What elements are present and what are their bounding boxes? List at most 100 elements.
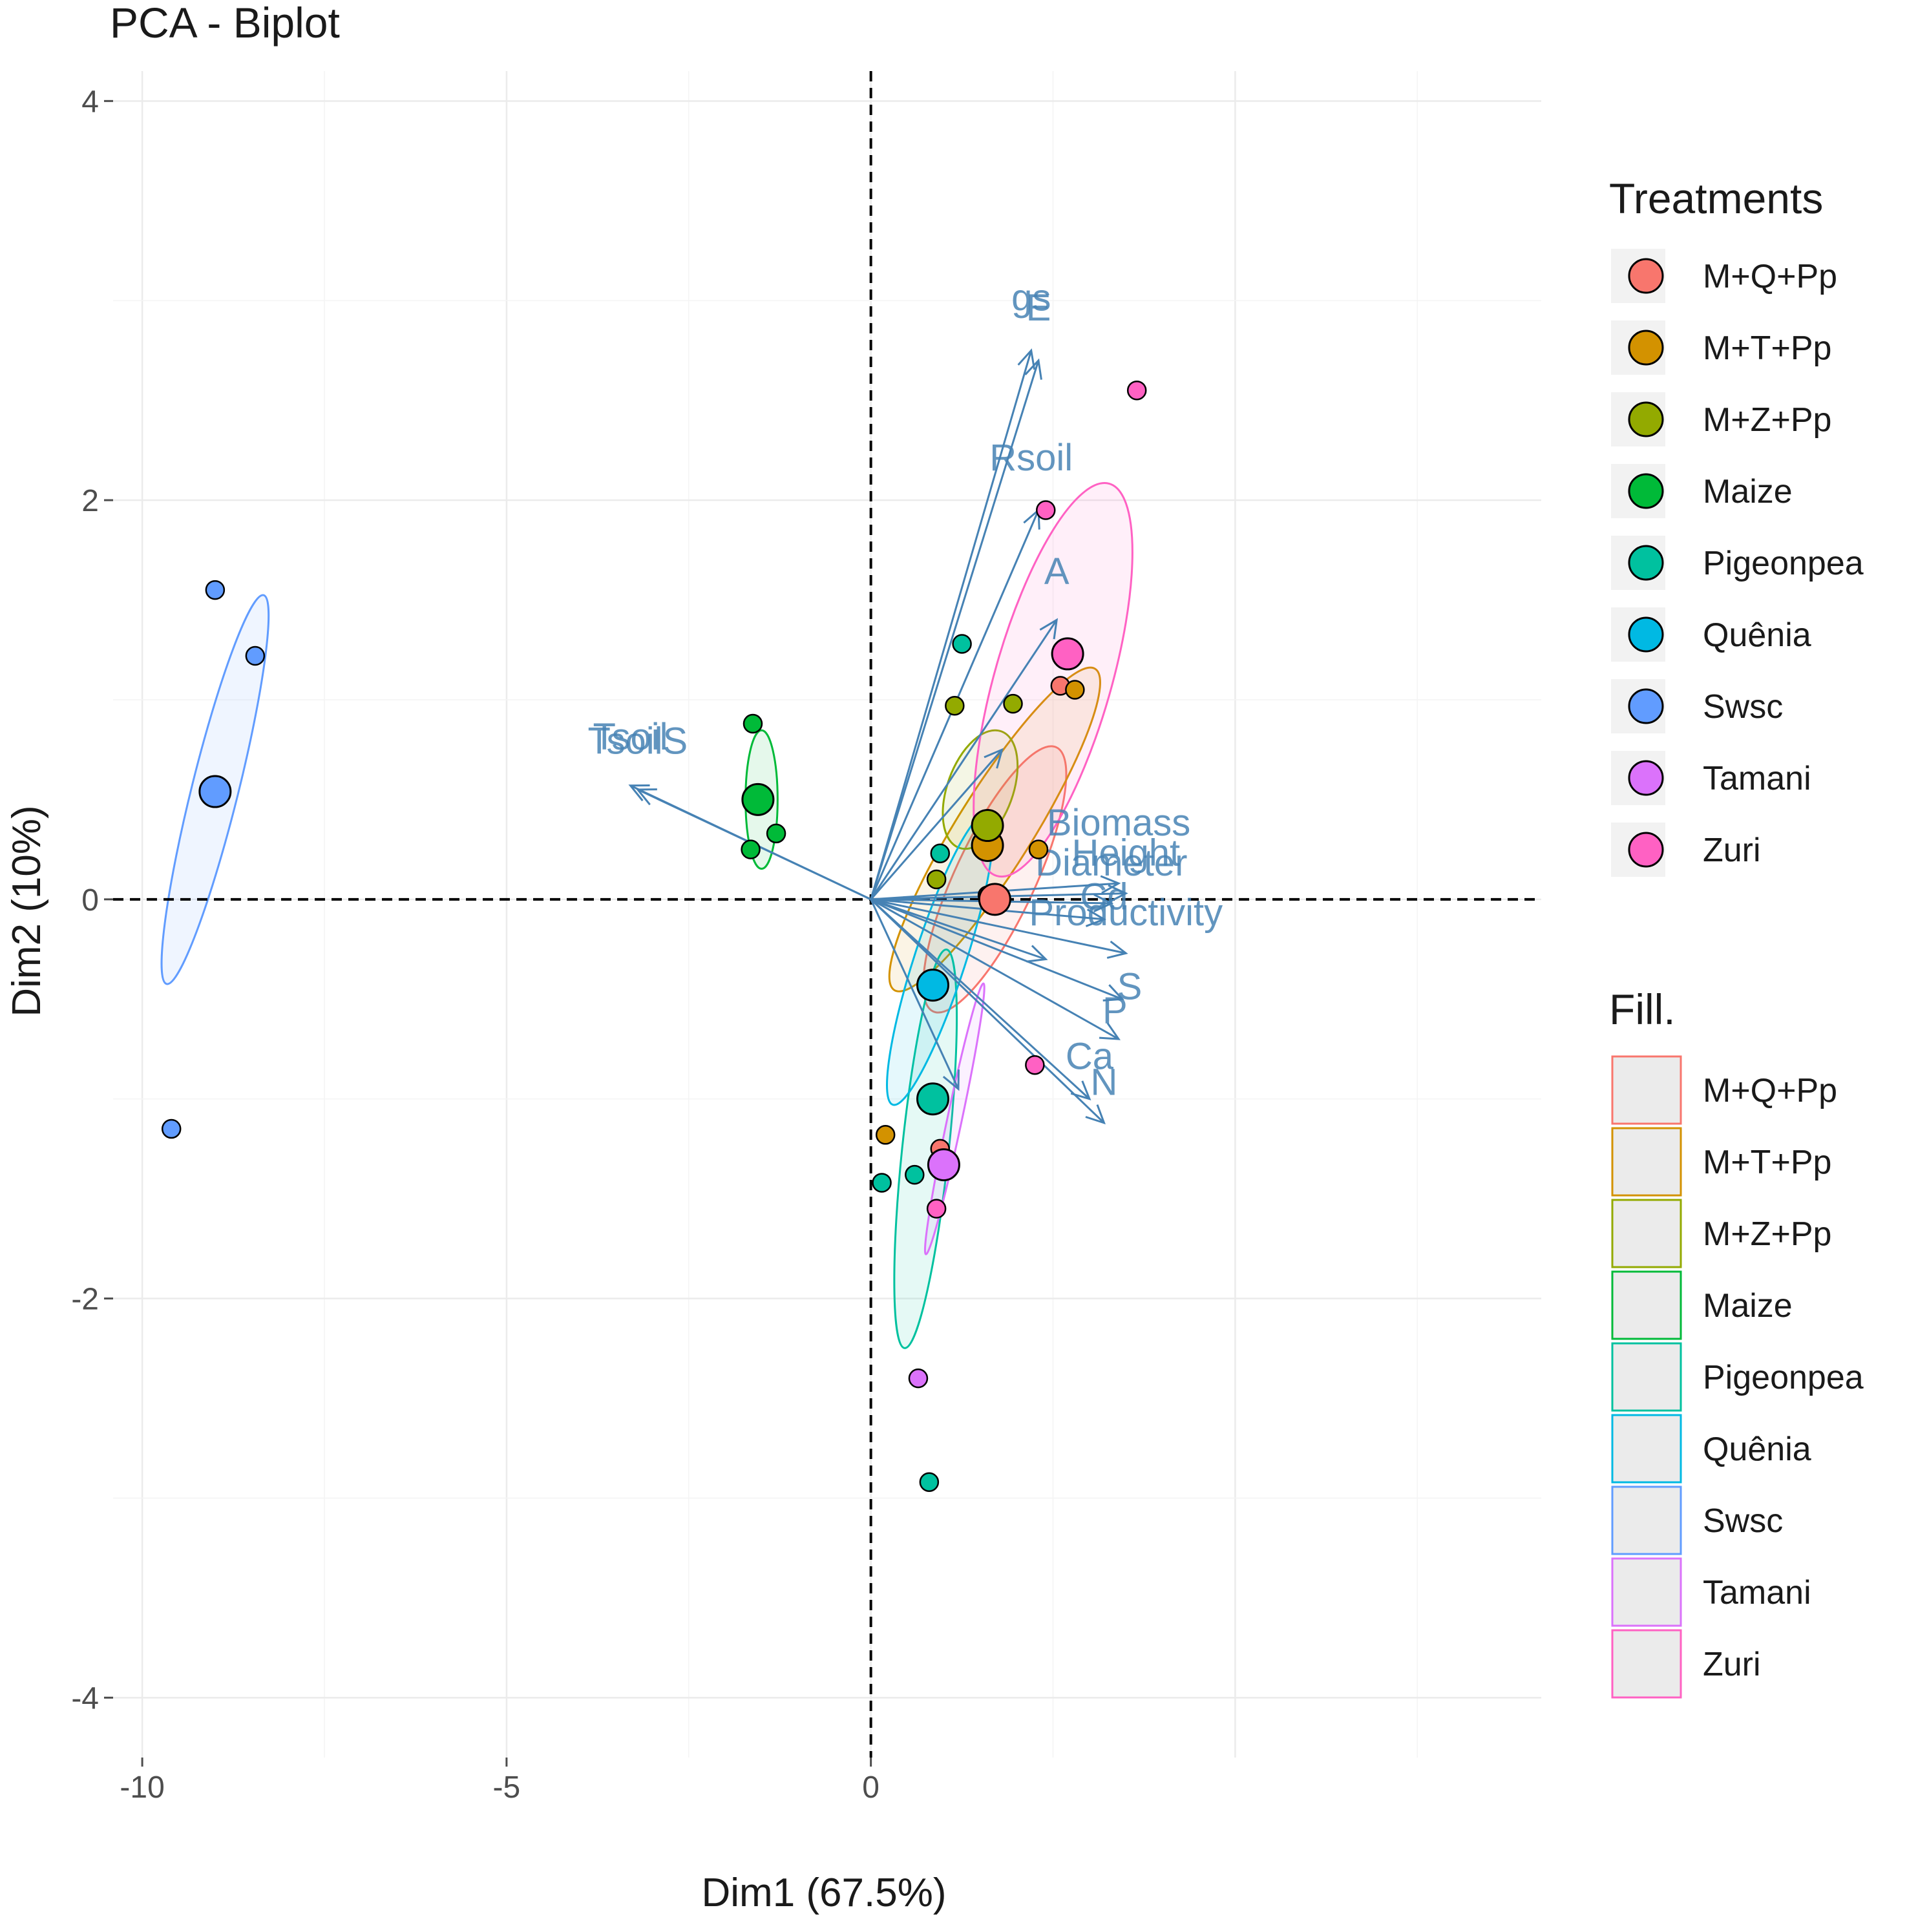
arrowhead-gs xyxy=(1017,348,1036,370)
centroid-M+Q+Pp xyxy=(978,883,1011,916)
legend-label-Swsc: Swsc xyxy=(1703,688,1783,726)
y-axis-title: Dim2 (10%) xyxy=(5,805,49,1016)
legend-label-M+Z+Pp: M+Z+Pp xyxy=(1703,401,1831,439)
arrowhead-unlabeled xyxy=(984,748,1004,769)
axis-ticks: 4 2 0 -2 -4 -10 -5 0 xyxy=(71,85,880,1805)
point-Maize xyxy=(766,823,786,844)
y-tick-label: -4 xyxy=(71,1681,99,1716)
variable-label-Productivity: Productivity xyxy=(1029,892,1223,934)
arrowhead-E xyxy=(1024,358,1042,380)
variable-label-Tsoil: Tsoil xyxy=(593,716,668,758)
legend-point-M+T+Pp xyxy=(1628,330,1664,366)
legend-fill-label-Maize: Maize xyxy=(1703,1287,1793,1325)
legend-treatments-title: Treatments xyxy=(1609,174,1823,222)
arrowhead-Tsoil xyxy=(628,784,650,802)
legend-point-M+Z+Pp xyxy=(1628,401,1664,437)
x-tick-label: -10 xyxy=(120,1770,164,1805)
legend-fill-swatch-M+Q+Pp xyxy=(1611,1055,1682,1125)
legend-point-Quênia xyxy=(1628,616,1664,653)
point-M+Z+Pp xyxy=(945,695,965,716)
arrow-unlabeled xyxy=(870,749,1003,900)
legend-fill-swatch-Zuri xyxy=(1611,1629,1682,1699)
y-tick-label: 0 xyxy=(81,883,99,918)
point-Tamani xyxy=(908,1368,929,1389)
arrowhead-Height xyxy=(1108,884,1128,903)
legend-label-Pigeonpea: Pigeonpea xyxy=(1703,545,1864,582)
variable-label-TsoilS: TsoilS xyxy=(587,720,688,762)
arrow-Productivity xyxy=(870,898,1126,954)
centroid-Swsc xyxy=(198,775,232,808)
legend-point-Maize xyxy=(1628,473,1664,509)
arrowhead-S xyxy=(1102,984,1124,1002)
zero-lines xyxy=(113,71,1541,1758)
legend-fill-swatch-M+Z+Pp xyxy=(1611,1199,1682,1268)
legend-fill-label-Pigeonpea: Pigeonpea xyxy=(1703,1359,1864,1396)
legend-fill: M+Q+Pp M+T+Pp M+Z+Pp Maize Pigeonpea Quênia Sw… xyxy=(1611,1055,1864,1699)
variable-label-gs: gs xyxy=(1011,277,1051,319)
arrow-A xyxy=(870,619,1058,900)
legend-fill-swatch-Swsc xyxy=(1611,1486,1682,1555)
legend-fill-swatch-Quênia xyxy=(1611,1414,1682,1484)
ellipse-Tamani xyxy=(923,982,985,1255)
legend-label-M+T+Pp: M+T+Pp xyxy=(1703,330,1831,367)
variable-label-S: S xyxy=(1117,965,1143,1007)
centroid-Quênia xyxy=(916,969,949,1002)
legend-label-Quênia: Quênia xyxy=(1703,616,1811,654)
point-M+T+Pp xyxy=(875,1125,896,1145)
arrow-P xyxy=(870,898,1119,1040)
x-tick-label: -5 xyxy=(493,1770,521,1805)
x-axis-title: Dim1 (67.5%) xyxy=(702,1871,947,1915)
point-Pigeonpea xyxy=(930,843,951,864)
legend-label-M+Q+Pp: M+Q+Pp xyxy=(1703,258,1837,295)
legend-fill-swatch-M+T+Pp xyxy=(1611,1127,1682,1197)
variable-label-Ca: Ca xyxy=(1066,1035,1114,1077)
legend-fill-label-Zuri: Zuri xyxy=(1703,1646,1761,1683)
arrowhead-TsoilS xyxy=(635,788,657,806)
legend-fill-swatch-Pigeonpea xyxy=(1611,1342,1682,1412)
point-Swsc xyxy=(205,580,226,600)
point-Pigeonpea xyxy=(905,1164,925,1185)
point-Pigeonpea xyxy=(919,1472,940,1493)
legend-point-Tamani xyxy=(1628,760,1664,796)
variable-label-Biomass: Biomass xyxy=(1047,802,1190,844)
centroid-Zuri xyxy=(1051,637,1084,671)
legend-fill-label-M+Q+Pp: M+Q+Pp xyxy=(1703,1072,1837,1109)
y-tick-label: -2 xyxy=(71,1283,99,1317)
centroid-Maize xyxy=(741,782,775,816)
individual-points xyxy=(161,380,1147,1493)
legend-fill-title: Fill. xyxy=(1609,985,1676,1033)
variable-label-Rsoil: Rsoil xyxy=(989,437,1073,479)
legend-label-Maize: Maize xyxy=(1703,473,1793,510)
legend-fill-swatch-Maize xyxy=(1611,1270,1682,1340)
arrowhead-Biomass xyxy=(1100,875,1121,894)
point-Pigeonpea xyxy=(872,1173,892,1193)
legend-fill-label-M+T+Pp: M+T+Pp xyxy=(1703,1144,1831,1181)
point-Swsc xyxy=(161,1118,182,1139)
arrowhead-N xyxy=(1085,1104,1106,1125)
legend: Treatments M+Q+Pp M+T+Pp M+Z+Pp Maize Pigeon… xyxy=(1609,174,1864,1699)
legend-fill-label-Swsc: Swsc xyxy=(1703,1502,1783,1540)
point-Zuri xyxy=(1036,500,1056,520)
point-M+T+Pp xyxy=(1028,839,1049,859)
variable-label-P: P xyxy=(1102,989,1128,1031)
arrow-unlabeled xyxy=(870,899,960,1089)
arrowhead-Cd xyxy=(1085,908,1106,927)
legend-label-Tamani: Tamani xyxy=(1703,760,1811,797)
legend-point-M+Q+Pp xyxy=(1628,258,1664,294)
legend-label-Zuri: Zuri xyxy=(1703,832,1761,869)
arrow-Ca xyxy=(870,898,1090,1100)
point-Swsc xyxy=(245,646,266,666)
chart-title: PCA - Biplot xyxy=(110,0,340,47)
arrow-S xyxy=(870,898,1123,1000)
centroid-Pigeonpea xyxy=(916,1082,949,1116)
x-tick-label: 0 xyxy=(862,1770,880,1805)
variable-label-Height: Height xyxy=(1071,832,1180,874)
point-Zuri xyxy=(1025,1055,1045,1075)
arrowhead-A xyxy=(1039,618,1059,640)
legend-fill-swatch-Tamani xyxy=(1611,1557,1682,1627)
legend-point-Swsc xyxy=(1628,688,1664,724)
arrow-E xyxy=(870,360,1040,900)
centroid-Tamani xyxy=(927,1148,960,1182)
legend-fill-label-Quênia: Quênia xyxy=(1703,1431,1811,1468)
